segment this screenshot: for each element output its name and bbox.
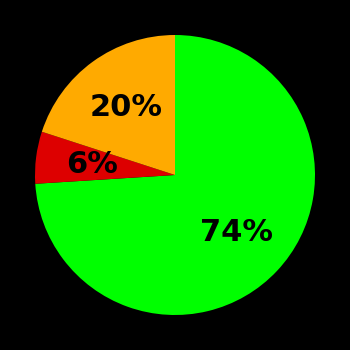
Wedge shape [35,35,315,315]
Text: 6%: 6% [66,150,118,179]
Text: 20%: 20% [89,92,162,121]
Wedge shape [35,132,175,184]
Wedge shape [42,35,175,175]
Text: 74%: 74% [200,218,273,247]
